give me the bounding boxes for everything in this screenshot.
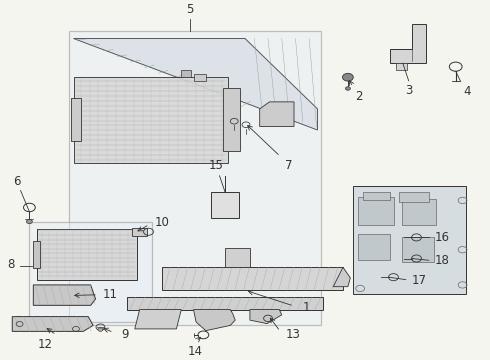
Text: 14: 14: [188, 345, 202, 358]
Polygon shape: [37, 229, 137, 280]
Text: 10: 10: [154, 216, 169, 229]
Polygon shape: [194, 310, 235, 331]
Bar: [358, 234, 390, 260]
Polygon shape: [33, 241, 40, 268]
Polygon shape: [33, 285, 96, 305]
Text: 2: 2: [355, 90, 363, 103]
Circle shape: [345, 87, 350, 90]
Bar: [399, 192, 429, 202]
Polygon shape: [181, 70, 191, 77]
Text: 8: 8: [7, 258, 15, 271]
Bar: [211, 192, 239, 218]
Text: 16: 16: [435, 231, 450, 244]
Bar: [132, 228, 147, 236]
Bar: [402, 199, 436, 225]
Polygon shape: [135, 310, 181, 329]
Polygon shape: [223, 88, 240, 151]
Bar: [194, 75, 206, 81]
Circle shape: [26, 220, 32, 224]
Text: 13: 13: [285, 328, 300, 341]
Text: 5: 5: [186, 3, 194, 15]
Text: 4: 4: [463, 85, 470, 98]
Polygon shape: [12, 316, 93, 331]
Polygon shape: [69, 31, 321, 325]
Text: 6: 6: [13, 175, 21, 188]
Polygon shape: [396, 63, 407, 70]
Bar: [402, 237, 434, 262]
Bar: [363, 192, 390, 201]
Polygon shape: [162, 267, 343, 290]
Circle shape: [98, 328, 103, 331]
Text: 9: 9: [122, 328, 129, 341]
Polygon shape: [353, 186, 466, 294]
Bar: [29, 221, 152, 322]
Text: 17: 17: [412, 274, 427, 287]
Text: 12: 12: [38, 338, 52, 351]
Circle shape: [343, 73, 353, 81]
Polygon shape: [225, 248, 250, 267]
Polygon shape: [333, 267, 350, 287]
Text: 11: 11: [103, 288, 118, 301]
Polygon shape: [260, 102, 294, 126]
Text: 18: 18: [435, 255, 450, 267]
Text: 3: 3: [405, 84, 413, 97]
Polygon shape: [390, 24, 426, 63]
Text: 15: 15: [209, 159, 224, 172]
Polygon shape: [71, 98, 81, 141]
Text: 1: 1: [303, 301, 310, 314]
Polygon shape: [250, 310, 282, 324]
Text: 7: 7: [285, 159, 293, 172]
Polygon shape: [127, 297, 323, 310]
Polygon shape: [74, 77, 228, 163]
Polygon shape: [74, 39, 318, 130]
Bar: [358, 197, 394, 225]
